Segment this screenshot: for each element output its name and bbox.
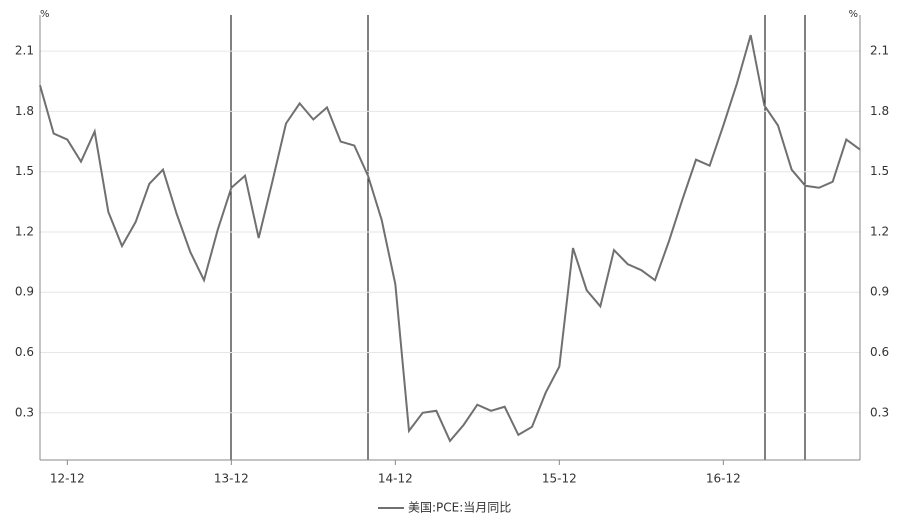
y2-unit: % — [848, 9, 858, 20]
y2-tick-label: 0.3 — [870, 405, 889, 419]
x-tick-label: 12-12 — [50, 472, 85, 486]
y-tick-label: 2.1 — [15, 44, 34, 58]
y2-tick-label: 2.1 — [870, 44, 889, 58]
y2-tick-label: 1.5 — [870, 164, 889, 178]
y2-tick-label: 0.6 — [870, 345, 889, 359]
y2-tick-label: 0.9 — [870, 285, 889, 299]
y-tick-label: 1.2 — [15, 224, 34, 238]
x-tick-label: 13-12 — [214, 472, 249, 486]
series-line — [39, 34, 861, 443]
y-tick-label: 1.8 — [15, 104, 34, 118]
y-tick-label: 0.3 — [15, 405, 34, 419]
y-tick-label: 0.6 — [15, 345, 34, 359]
x-tick-label: 16-12 — [706, 472, 741, 486]
x-tick-label: 15-12 — [542, 472, 577, 486]
legend-label: 美国:PCE:当月同比 — [408, 501, 511, 515]
x-tick-label: 14-12 — [378, 472, 413, 486]
y-tick-label: 1.5 — [15, 164, 34, 178]
y2-tick-label: 1.2 — [870, 224, 889, 238]
y-tick-label: 0.9 — [15, 285, 34, 299]
y2-tick-label: 1.8 — [870, 104, 889, 118]
y-unit: % — [40, 9, 50, 20]
